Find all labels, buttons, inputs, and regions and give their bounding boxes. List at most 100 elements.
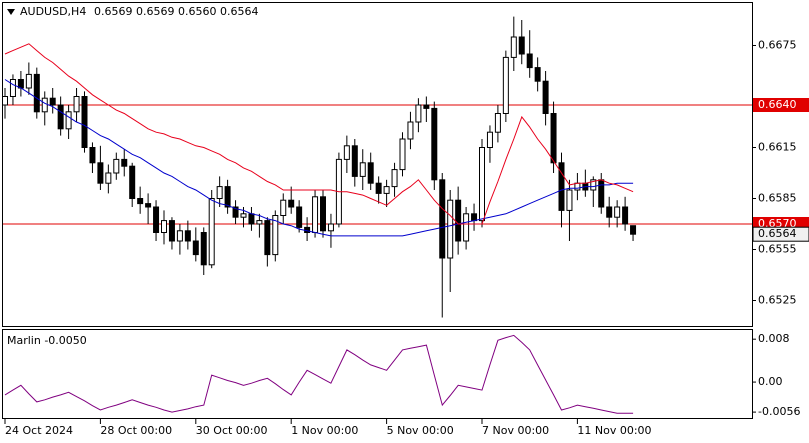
candle-body bbox=[439, 179, 446, 259]
candle-body bbox=[320, 196, 326, 232]
candle-body bbox=[89, 147, 96, 164]
candle-body bbox=[526, 53, 533, 69]
menu-triangle[interactable] bbox=[7, 9, 15, 15]
candle-body bbox=[518, 36, 525, 55]
candle-body bbox=[176, 230, 183, 242]
candle-body bbox=[296, 206, 303, 228]
line bbox=[4, 79, 634, 237]
candle-body bbox=[137, 198, 144, 205]
candle-body bbox=[606, 206, 613, 218]
level-label: 0.6640 bbox=[758, 98, 797, 111]
price-label-box bbox=[752, 226, 809, 242]
candle-body bbox=[33, 73, 40, 113]
candle-body bbox=[192, 240, 199, 256]
y-tick-label: 0.6615 bbox=[758, 141, 797, 154]
level-label-box bbox=[753, 98, 809, 112]
candle-body bbox=[57, 104, 64, 130]
candle-body bbox=[200, 232, 207, 266]
candle-body bbox=[622, 206, 629, 225]
candle-body bbox=[359, 162, 366, 177]
candle-body bbox=[550, 113, 557, 164]
candle-body bbox=[113, 158, 120, 174]
candle-body bbox=[25, 73, 32, 89]
candle-body bbox=[97, 162, 104, 184]
candle-body bbox=[542, 80, 549, 114]
candle-body bbox=[2, 96, 8, 106]
candle-body bbox=[208, 198, 215, 266]
candle-body bbox=[494, 113, 501, 133]
candle-body bbox=[81, 96, 88, 148]
candle-body bbox=[471, 213, 478, 222]
candle-body bbox=[534, 67, 541, 82]
candle-body bbox=[280, 199, 287, 216]
y-tick-label: 0.008 bbox=[758, 332, 790, 345]
candle-body bbox=[256, 220, 263, 225]
candle-body bbox=[272, 215, 279, 256]
candle-body bbox=[590, 179, 597, 191]
candle-body bbox=[574, 182, 581, 191]
candle-body bbox=[351, 145, 358, 177]
price-label: 0.6564 bbox=[758, 227, 797, 240]
candle-body bbox=[431, 107, 438, 181]
candle-body bbox=[343, 145, 350, 160]
candle-body bbox=[630, 225, 637, 235]
candle-body bbox=[423, 104, 430, 109]
candle-body bbox=[510, 36, 517, 58]
candle-body bbox=[73, 96, 80, 113]
candle-body bbox=[184, 230, 191, 242]
candle-body bbox=[49, 97, 56, 106]
candle-body bbox=[614, 206, 621, 218]
candle-body bbox=[41, 97, 48, 113]
candle-body bbox=[9, 79, 16, 97]
candle-body bbox=[288, 199, 295, 208]
y-tick-label: 0.6675 bbox=[758, 39, 797, 52]
candle-body bbox=[367, 162, 374, 184]
candle-body bbox=[598, 179, 605, 208]
candle-body bbox=[264, 220, 271, 256]
candle-body bbox=[153, 206, 160, 233]
candle-body bbox=[312, 196, 319, 234]
candle-body bbox=[168, 220, 175, 242]
x-tick-label: 5 Nov 00:00 bbox=[387, 424, 454, 437]
candle-body bbox=[486, 131, 493, 148]
candle-body bbox=[463, 213, 470, 242]
candle-body bbox=[558, 162, 565, 211]
y-tick-label: -0.0056 bbox=[758, 405, 800, 418]
candle-body bbox=[216, 186, 223, 200]
x-tick-label: 1 Nov 00:00 bbox=[291, 424, 358, 437]
candle-body bbox=[240, 213, 247, 218]
line bbox=[4, 334, 634, 414]
x-tick-label: 24 Oct 2024 bbox=[5, 424, 73, 437]
indicator-pane bbox=[2, 329, 753, 419]
candle-body bbox=[566, 189, 573, 211]
y-tick-label: 0.00 bbox=[758, 375, 783, 388]
y-tick-label: 0.6555 bbox=[758, 243, 797, 256]
x-tick-label: 28 Oct 00:00 bbox=[100, 424, 172, 437]
candle-body bbox=[391, 169, 398, 188]
candle-body bbox=[415, 104, 422, 123]
candle-body bbox=[224, 186, 231, 208]
candle-body bbox=[447, 199, 454, 259]
candle-body bbox=[327, 223, 334, 232]
candle-body bbox=[399, 138, 406, 171]
candle-body bbox=[105, 172, 112, 184]
x-tick-label: 7 Nov 00:00 bbox=[482, 424, 549, 437]
line bbox=[4, 43, 634, 225]
x-tick-label: 30 Oct 00:00 bbox=[196, 424, 268, 437]
candle-body bbox=[232, 206, 239, 218]
candle-body bbox=[65, 111, 72, 130]
candle-body bbox=[407, 121, 414, 140]
main-pane bbox=[2, 2, 753, 327]
candle-body bbox=[121, 158, 128, 167]
candle-body bbox=[145, 203, 152, 208]
candle-body bbox=[455, 199, 462, 242]
candle-body bbox=[129, 165, 136, 199]
indicator-title: Marlin -0.0050 bbox=[7, 334, 87, 347]
candle-body bbox=[479, 147, 485, 222]
y-tick-label: 0.6585 bbox=[758, 192, 797, 205]
y-tick-label: 0.6525 bbox=[758, 294, 797, 307]
candle-body bbox=[375, 182, 382, 194]
candle-body bbox=[248, 213, 255, 225]
candle-body bbox=[502, 56, 509, 114]
